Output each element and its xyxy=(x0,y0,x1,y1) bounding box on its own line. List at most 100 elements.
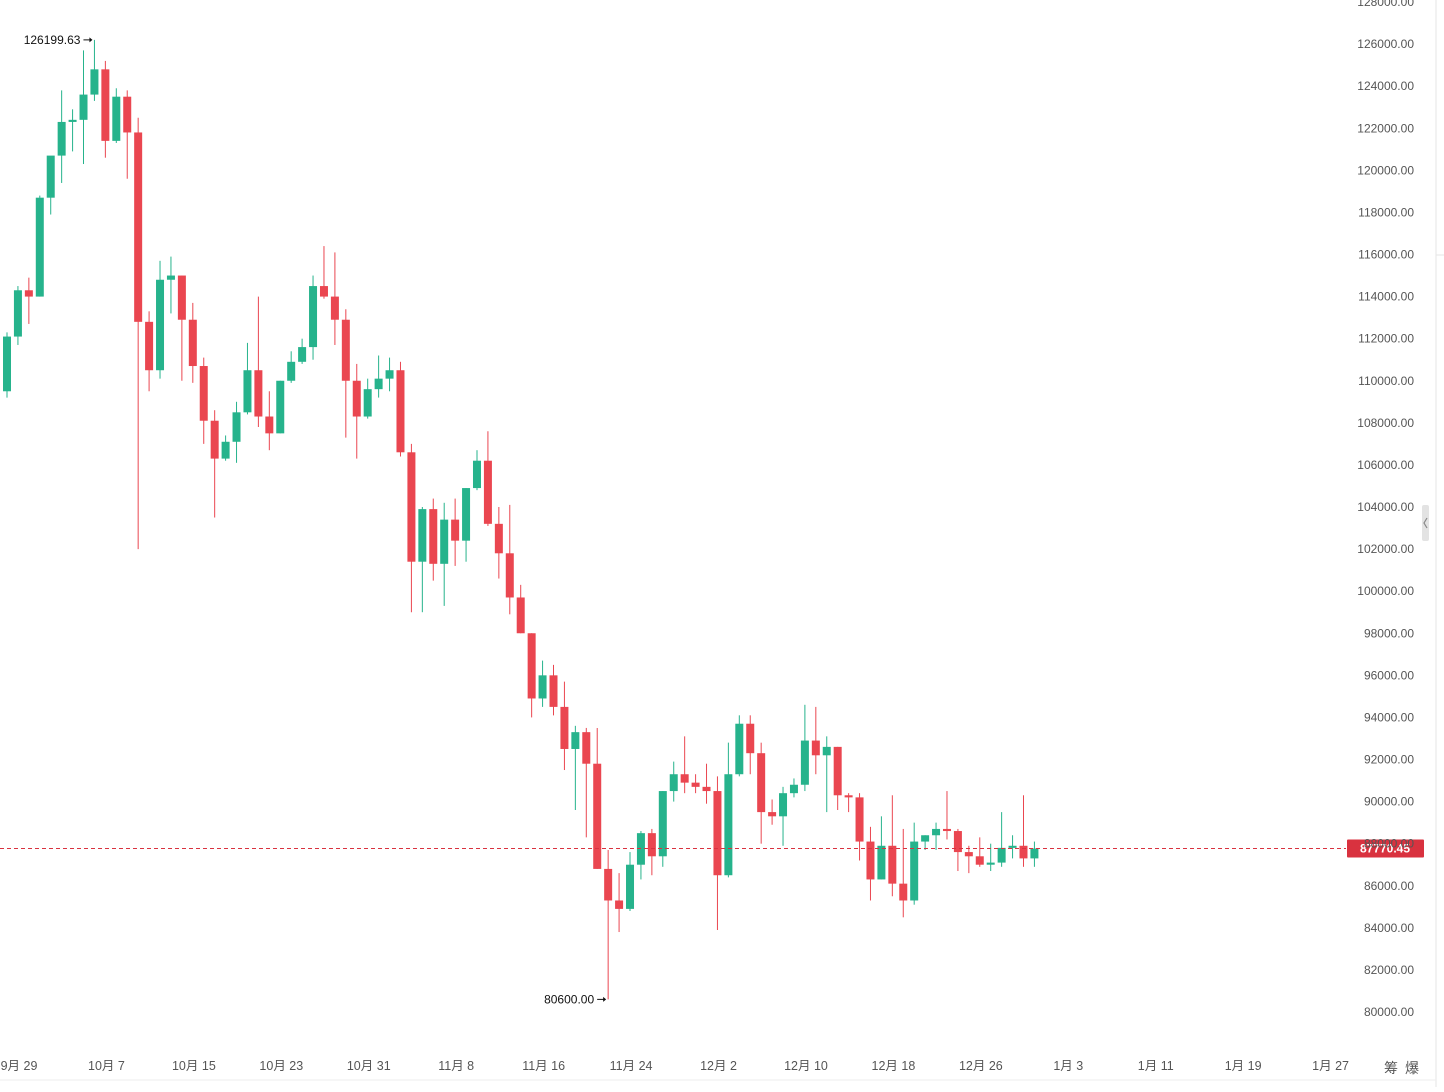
candle[interactable] xyxy=(582,727,591,838)
candle[interactable] xyxy=(177,275,186,381)
candle[interactable] xyxy=(779,786,788,846)
candle[interactable] xyxy=(658,791,667,867)
candle[interactable] xyxy=(13,286,22,345)
candle[interactable] xyxy=(560,681,569,771)
candle[interactable] xyxy=(964,845,973,874)
candle[interactable] xyxy=(538,660,547,707)
candle[interactable] xyxy=(647,828,656,876)
candle[interactable] xyxy=(942,791,951,840)
candle[interactable] xyxy=(221,435,230,461)
candle[interactable] xyxy=(145,311,154,392)
candle[interactable] xyxy=(57,90,66,183)
candle[interactable] xyxy=(451,498,460,566)
candle[interactable] xyxy=(833,746,842,810)
candle[interactable] xyxy=(844,793,853,813)
candle[interactable] xyxy=(811,706,820,775)
candle[interactable] xyxy=(101,60,110,158)
candle[interactable] xyxy=(789,778,798,798)
candle[interactable] xyxy=(1019,795,1028,867)
candle[interactable] xyxy=(188,302,197,383)
candle[interactable] xyxy=(134,117,143,550)
candle[interactable] xyxy=(363,378,372,419)
candle[interactable] xyxy=(724,742,733,878)
candle[interactable] xyxy=(680,736,689,794)
candle[interactable] xyxy=(669,761,678,802)
candle[interactable] xyxy=(899,828,908,918)
candle[interactable] xyxy=(757,742,766,844)
candle[interactable] xyxy=(210,410,219,518)
candle[interactable] xyxy=(374,355,383,398)
candle[interactable] xyxy=(265,391,274,451)
candle[interactable] xyxy=(483,431,492,526)
candle[interactable] xyxy=(691,774,700,794)
candle[interactable] xyxy=(1008,835,1017,859)
candle[interactable] xyxy=(888,795,897,897)
candle[interactable] xyxy=(593,727,602,869)
candle[interactable] xyxy=(953,828,962,872)
candle[interactable] xyxy=(997,812,1006,867)
candle[interactable] xyxy=(46,155,55,215)
candle[interactable] xyxy=(319,246,328,299)
candle[interactable] xyxy=(199,357,208,444)
candle[interactable] xyxy=(330,252,339,345)
candle[interactable] xyxy=(615,873,624,933)
candle[interactable] xyxy=(975,837,984,867)
candle[interactable] xyxy=(309,275,318,360)
candle[interactable] xyxy=(123,90,132,179)
candle[interactable] xyxy=(407,443,416,613)
candle[interactable] xyxy=(90,39,99,101)
candle[interactable] xyxy=(440,502,449,606)
candle[interactable] xyxy=(276,380,285,434)
candle[interactable] xyxy=(604,849,613,1000)
candle[interactable] xyxy=(35,195,44,297)
collapse-handle[interactable] xyxy=(1422,505,1429,541)
candle[interactable] xyxy=(877,816,886,880)
candle[interactable] xyxy=(855,793,864,861)
candle[interactable] xyxy=(418,507,427,613)
candle[interactable] xyxy=(505,504,514,615)
candle[interactable] xyxy=(822,736,831,813)
candle[interactable] xyxy=(341,309,350,438)
candle[interactable] xyxy=(79,50,88,165)
x-axis[interactable]: 9月 29 10月 7 10月 15 10月 23 10月 31 11月 8 11月 16 1… xyxy=(1,1059,1349,1073)
candle[interactable] xyxy=(800,704,809,792)
candle[interactable] xyxy=(1030,841,1039,867)
candle[interactable] xyxy=(232,401,241,463)
candle[interactable] xyxy=(494,507,503,579)
candle[interactable] xyxy=(702,763,711,804)
candle[interactable] xyxy=(626,852,635,911)
candle[interactable] xyxy=(385,357,394,392)
candle[interactable] xyxy=(713,776,722,930)
candle[interactable] xyxy=(352,363,361,459)
candle[interactable] xyxy=(866,826,875,901)
candle[interactable] xyxy=(287,351,296,383)
candle[interactable] xyxy=(527,633,536,718)
candle[interactable] xyxy=(932,822,941,850)
candle[interactable] xyxy=(472,450,481,491)
candle[interactable] xyxy=(166,256,175,314)
candle[interactable] xyxy=(746,715,755,775)
candle[interactable] xyxy=(429,498,438,581)
candle[interactable] xyxy=(24,277,33,324)
candle[interactable] xyxy=(462,488,471,562)
candle[interactable] xyxy=(298,338,307,364)
candle[interactable] xyxy=(735,715,744,777)
candle[interactable] xyxy=(516,584,525,634)
candle[interactable] xyxy=(571,725,580,810)
corner-glyph-burst[interactable]: 爆 xyxy=(1405,1060,1419,1076)
candle[interactable] xyxy=(112,88,121,143)
candle[interactable] xyxy=(254,296,263,428)
corner-glyph-chips[interactable]: 筹 xyxy=(1384,1060,1398,1076)
candle[interactable] xyxy=(921,835,930,850)
candle[interactable] xyxy=(768,799,777,825)
candle[interactable] xyxy=(68,109,77,152)
candle[interactable] xyxy=(243,342,252,415)
candle[interactable] xyxy=(396,361,405,457)
candle[interactable] xyxy=(910,822,919,905)
candle[interactable] xyxy=(156,260,165,379)
y-axis[interactable]: 80000.00 82000.00 84000.00 86000.00 88000.00… xyxy=(1357,0,1414,1019)
candle[interactable] xyxy=(549,664,558,716)
candle[interactable] xyxy=(3,332,11,398)
